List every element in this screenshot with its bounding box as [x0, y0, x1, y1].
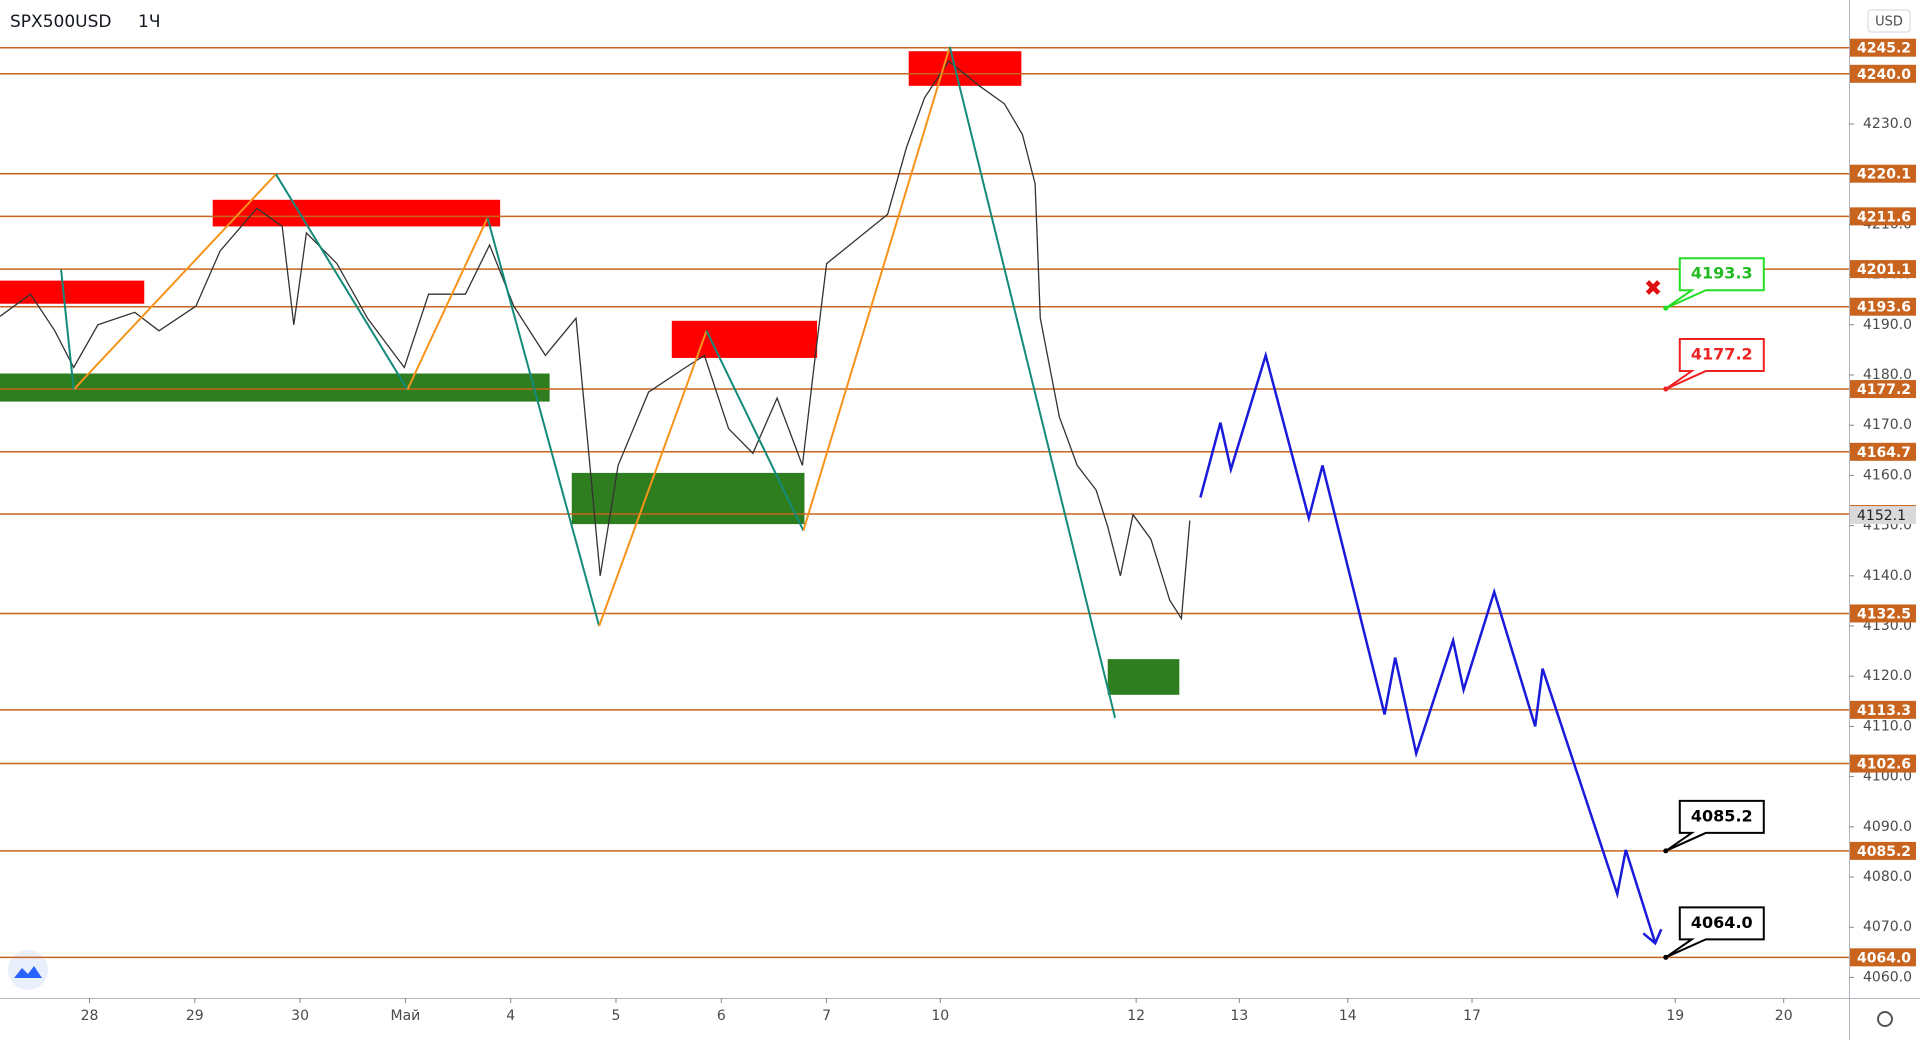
x-tick-label: Май: [391, 1008, 421, 1024]
plot-area: 4193.3 4177.2 4085.2 4064.0: [0, 46, 1849, 960]
x-tick-label: 7: [822, 1008, 831, 1024]
x-tick-label: 4: [506, 1008, 515, 1024]
x-tick-label: 20: [1775, 1008, 1793, 1024]
level-tag: [1850, 164, 1916, 183]
y-tick-label: 4070.0: [1863, 919, 1912, 935]
level-tag-label: 4211.6: [1857, 209, 1911, 225]
level-tag: [1850, 207, 1916, 226]
zone: [0, 373, 550, 402]
level-tag: [1850, 38, 1916, 57]
zigzag-segment: [948, 46, 1117, 719]
last-price-label: 4152.1: [1857, 508, 1906, 524]
currency[interactable]: USD: [1875, 15, 1903, 30]
level-tag: [1850, 948, 1916, 967]
price-line: [0, 60, 1191, 621]
callout-box: [1665, 257, 1765, 310]
zigzag-segment: [802, 46, 951, 531]
y-tick-label: 4090.0: [1863, 819, 1912, 835]
symbol: SPX500USD: [10, 12, 111, 32]
y-tick-label: 4100.0: [1863, 769, 1912, 785]
x-tick-label: 29: [186, 1008, 204, 1024]
zigzag-segment: [598, 330, 708, 627]
logo[interactable]: [8, 950, 48, 990]
level-tag-label: 4102.6: [1857, 757, 1911, 773]
x-tick-label: 28: [81, 1008, 99, 1024]
y-tick-label: 4160.0: [1863, 467, 1912, 483]
settings-icon[interactable]: [1877, 1011, 1893, 1027]
level-tag: [1850, 754, 1916, 773]
interval: 1Ч: [138, 12, 160, 32]
zigzag-segment: [705, 330, 805, 532]
level-tag-label: 4201.1: [1857, 262, 1911, 278]
callout: 4177.2: [1663, 338, 1765, 392]
zone: [908, 51, 1022, 86]
level-tag-label: 4064.0: [1857, 950, 1911, 966]
last-price-tag: [1850, 506, 1916, 525]
x-tick-label: 30: [291, 1008, 309, 1024]
level-tag-label: 4177.2: [1857, 382, 1911, 398]
callout-box: [1665, 799, 1765, 852]
level-tag: [1850, 297, 1916, 316]
arrow-head: [1642, 928, 1663, 946]
callout-label: 4177.2: [1691, 345, 1753, 364]
y-tick-label: 4060.0: [1863, 969, 1912, 985]
level-tag: [1850, 604, 1916, 623]
callout: 4193.3: [1663, 257, 1765, 311]
callout: 4064.0: [1663, 906, 1765, 960]
zone: [671, 320, 818, 358]
y-tick-label: 4140.0: [1863, 568, 1912, 584]
y-tick-label: 4110.0: [1863, 718, 1912, 734]
x-tick-label: 6: [717, 1008, 726, 1024]
y-tick-label: 4230.0: [1863, 116, 1912, 132]
axis-border: [0, 998, 1920, 999]
level-tag: [1850, 841, 1916, 860]
zigzag-segment: [486, 217, 601, 627]
zigzag-segment: [275, 173, 409, 391]
x-tick-label: 5: [612, 1008, 621, 1024]
zigzag-segment: [406, 217, 489, 390]
axis-border: [1849, 0, 1850, 1040]
x-tick-label: 14: [1339, 1008, 1357, 1024]
x-tick-label: 13: [1230, 1008, 1248, 1024]
x-tick-label: 19: [1666, 1008, 1684, 1024]
zone: [1107, 659, 1180, 695]
level-tag: [1850, 442, 1916, 461]
callout: 4085.2: [1663, 799, 1765, 854]
zone: [0, 280, 145, 304]
zigzag-segment: [60, 269, 75, 390]
level-tag-label: 4245.2: [1857, 41, 1911, 57]
level-tag-label: 4113.3: [1857, 703, 1911, 719]
y-tick-label: 4180.0: [1863, 367, 1912, 383]
currency-box[interactable]: [1867, 9, 1911, 33]
level-tag: [1850, 64, 1916, 83]
callout-label: 4064.0: [1691, 913, 1753, 932]
y-tick-label: 4120.0: [1863, 668, 1912, 684]
level-tag-label: 4164.7: [1857, 445, 1911, 461]
callout-box: [1665, 338, 1765, 390]
callout-box: [1665, 906, 1765, 959]
x-tick-label: 17: [1463, 1008, 1481, 1024]
level-tag: [1850, 260, 1916, 279]
level-tag-label: 4085.2: [1857, 844, 1911, 860]
level-tag-label: 4132.5: [1857, 606, 1911, 622]
x-tick-label: 10: [931, 1008, 949, 1024]
level-tag-label: 4220.1: [1857, 167, 1911, 183]
projection-line: [1199, 350, 1657, 944]
close-marker: ✖: [1644, 277, 1662, 302]
y-tick-label: 4080.0: [1863, 869, 1912, 885]
y-tick-label: 4170.0: [1863, 417, 1912, 433]
y-tick-label: 4190.0: [1863, 317, 1912, 333]
level-tag: [1850, 700, 1916, 719]
zone: [212, 199, 501, 227]
zigzag-segment: [72, 173, 277, 391]
zone: [571, 472, 805, 525]
level-tag: [1850, 380, 1916, 399]
level-tag-label: 4193.6: [1857, 300, 1911, 316]
level-tag-label: 4240.0: [1857, 67, 1911, 83]
callout-label: 4085.2: [1691, 806, 1753, 825]
callout-label: 4193.3: [1691, 264, 1753, 283]
x-tick-label: 12: [1127, 1008, 1145, 1024]
